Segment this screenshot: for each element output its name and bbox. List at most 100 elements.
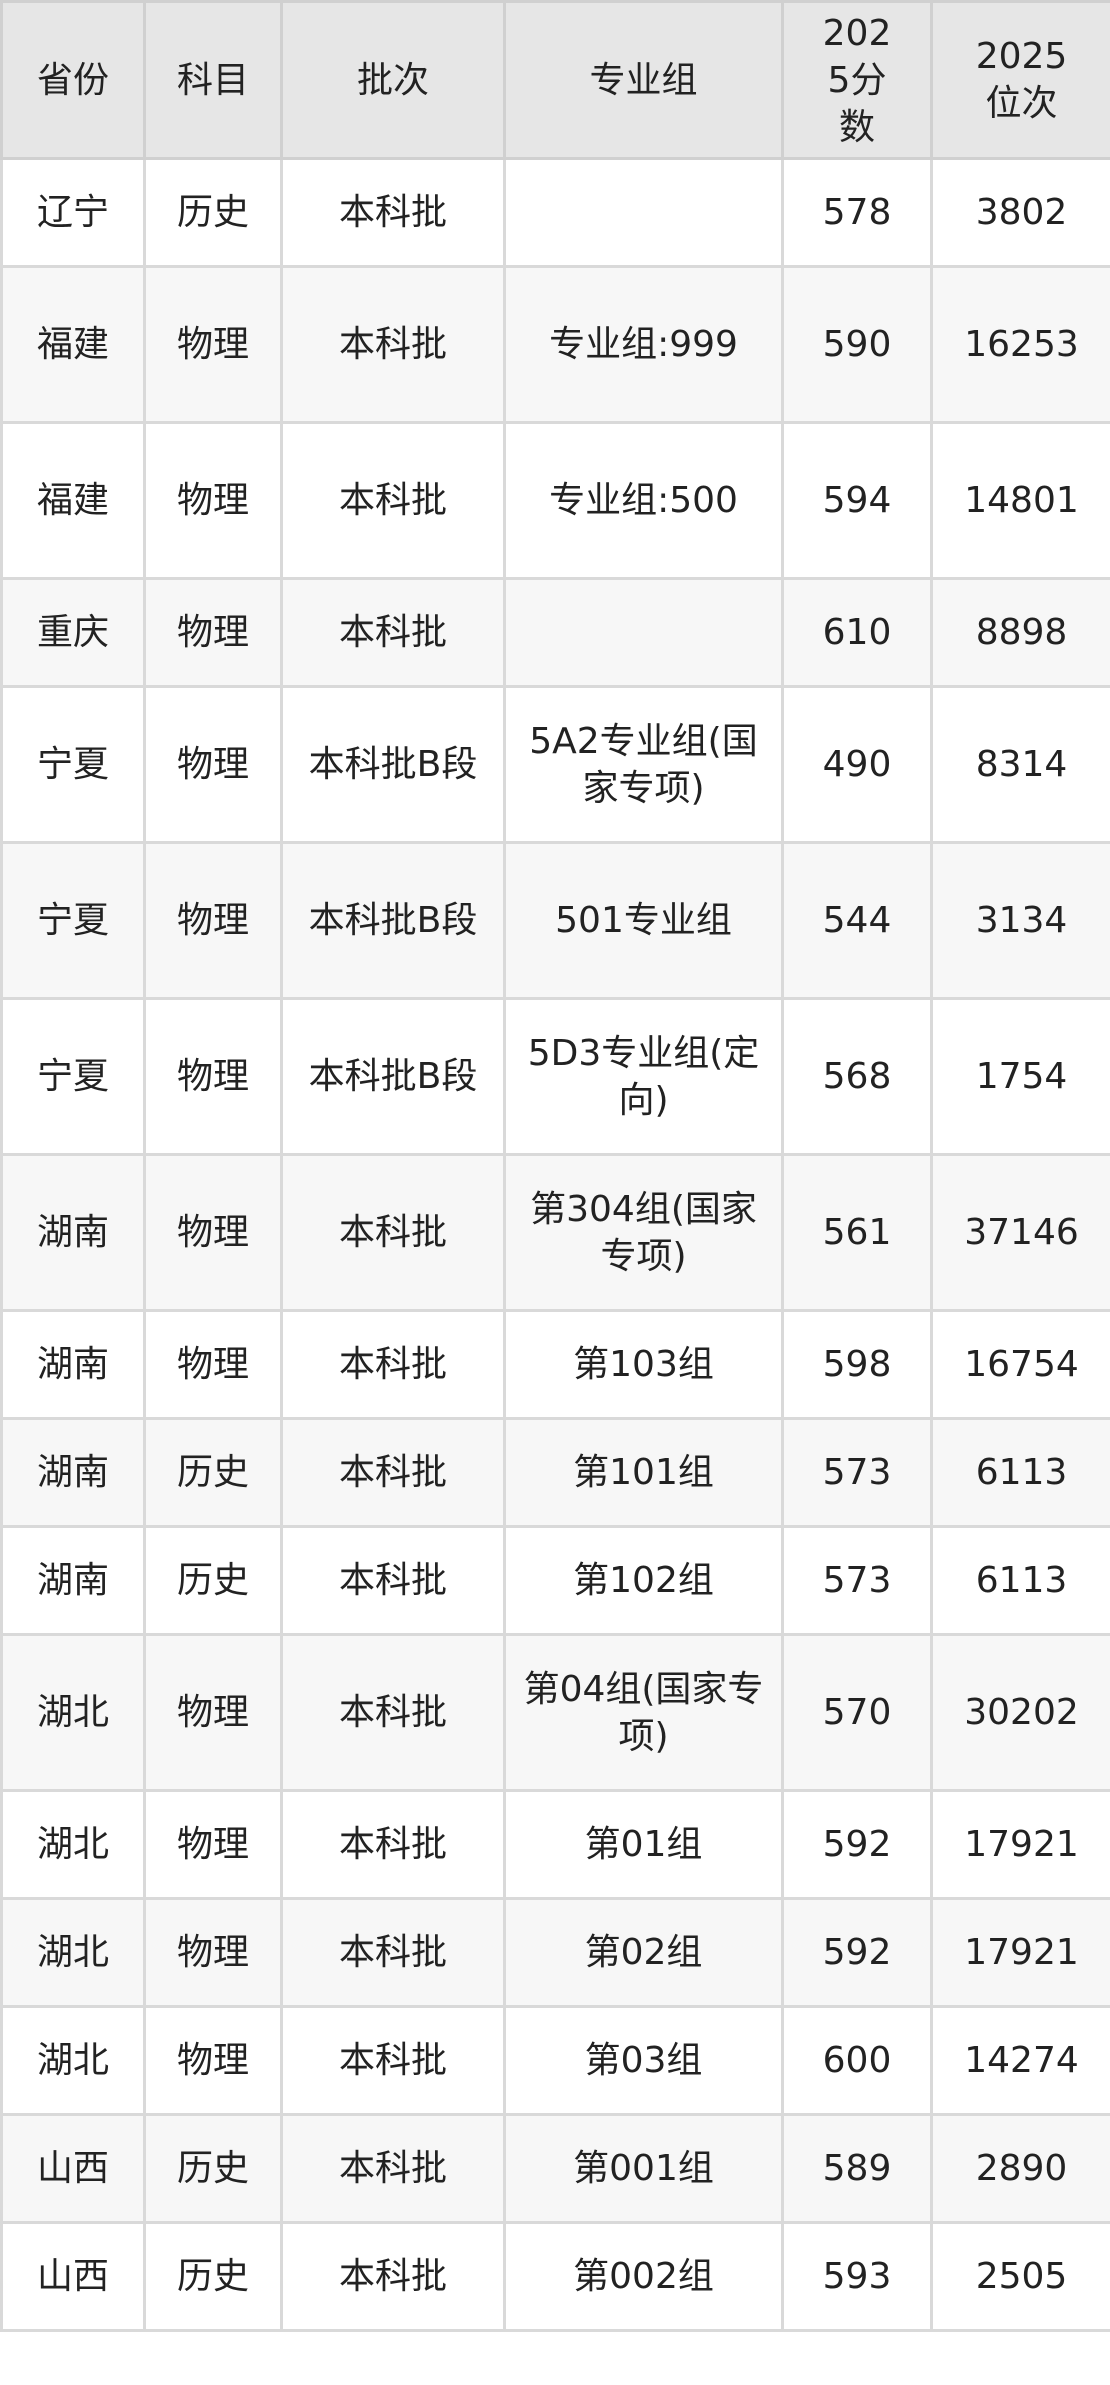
- cell-rank: 16754: [930, 1309, 1110, 1420]
- cell-rank: 30202: [930, 1633, 1110, 1792]
- cell-subject: 历史: [143, 2221, 283, 2332]
- cell-batch: 本科批: [280, 1789, 506, 1900]
- cell-score: 573: [781, 1525, 933, 1636]
- cell-batch: 本科批B段: [280, 685, 506, 844]
- cell-province: 湖北: [0, 1633, 146, 1792]
- cell-score: 578: [781, 157, 933, 268]
- cell-rank: 2505: [930, 2221, 1110, 2332]
- cell-rank: 16253: [930, 265, 1110, 424]
- cell-major-group: 专业组:999: [503, 265, 784, 424]
- score-table: 省份 科目 批次 专业组 2025分数 2025位次 辽宁 历史 本科批 578 380…: [0, 0, 1110, 2332]
- cell-province: 湖南: [0, 1309, 146, 1420]
- cell-major-group: 第04组(国家专项): [503, 1633, 784, 1792]
- cell-batch: 本科批: [280, 1417, 506, 1528]
- cell-province: 湖南: [0, 1153, 146, 1312]
- cell-batch: 本科批: [280, 2221, 506, 2332]
- table-row: 山西 历史 本科批 第002组 593 2505: [0, 2221, 1110, 2332]
- cell-batch: 本科批: [280, 1897, 506, 2008]
- cell-province: 湖南: [0, 1525, 146, 1636]
- cell-batch: 本科批: [280, 265, 506, 424]
- cell-major-group: 5D3专业组(定向): [503, 997, 784, 1156]
- cell-major-group: 第103组: [503, 1309, 784, 1420]
- cell-batch: 本科批: [280, 2005, 506, 2116]
- cell-rank: 3134: [930, 841, 1110, 1000]
- cell-subject: 历史: [143, 1417, 283, 1528]
- cell-score: 598: [781, 1309, 933, 1420]
- table-row: 重庆 物理 本科批 610 8898: [0, 577, 1110, 688]
- cell-province: 宁夏: [0, 685, 146, 844]
- cell-major-group: 第002组: [503, 2221, 784, 2332]
- cell-rank: 37146: [930, 1153, 1110, 1312]
- cell-batch: 本科批B段: [280, 997, 506, 1156]
- cell-major-group: [503, 157, 784, 268]
- cell-province: 宁夏: [0, 841, 146, 1000]
- cell-province: 山西: [0, 2113, 146, 2224]
- cell-score: 600: [781, 2005, 933, 2116]
- cell-score: 592: [781, 1897, 933, 2008]
- cell-score: 593: [781, 2221, 933, 2332]
- cell-province: 重庆: [0, 577, 146, 688]
- table-row: 湖北 物理 本科批 第04组(国家专项) 570 30202: [0, 1633, 1110, 1792]
- cell-subject: 物理: [143, 841, 283, 1000]
- table-row: 湖南 物理 本科批 第103组 598 16754: [0, 1309, 1110, 1420]
- cell-score: 610: [781, 577, 933, 688]
- cell-rank: 6113: [930, 1417, 1110, 1528]
- cell-subject: 物理: [143, 1309, 283, 1420]
- cell-subject: 物理: [143, 685, 283, 844]
- table-row: 福建 物理 本科批 专业组:500 594 14801: [0, 421, 1110, 580]
- cell-rank: 8314: [930, 685, 1110, 844]
- header-province: 省份: [0, 0, 146, 160]
- header-subject: 科目: [143, 0, 283, 160]
- cell-batch: 本科批B段: [280, 841, 506, 1000]
- cell-rank: 6113: [930, 1525, 1110, 1636]
- cell-province: 福建: [0, 265, 146, 424]
- cell-subject: 历史: [143, 157, 283, 268]
- table-header-row: 省份 科目 批次 专业组 2025分数 2025位次: [0, 0, 1110, 160]
- cell-major-group: 5A2专业组(国家专项): [503, 685, 784, 844]
- cell-score: 568: [781, 997, 933, 1156]
- cell-subject: 物理: [143, 1789, 283, 1900]
- table-row: 辽宁 历史 本科批 578 3802: [0, 157, 1110, 268]
- header-batch: 批次: [280, 0, 506, 160]
- cell-major-group: 专业组:500: [503, 421, 784, 580]
- cell-major-group: [503, 577, 784, 688]
- cell-score: 544: [781, 841, 933, 1000]
- cell-major-group: 第102组: [503, 1525, 784, 1636]
- cell-rank: 2890: [930, 2113, 1110, 2224]
- table-row: 湖北 物理 本科批 第02组 592 17921: [0, 1897, 1110, 2008]
- cell-province: 山西: [0, 2221, 146, 2332]
- cell-score: 573: [781, 1417, 933, 1528]
- cell-batch: 本科批: [280, 577, 506, 688]
- cell-province: 福建: [0, 421, 146, 580]
- cell-batch: 本科批: [280, 421, 506, 580]
- header-major-group: 专业组: [503, 0, 784, 160]
- table-row: 福建 物理 本科批 专业组:999 590 16253: [0, 265, 1110, 424]
- cell-major-group: 第001组: [503, 2113, 784, 2224]
- cell-subject: 历史: [143, 1525, 283, 1636]
- cell-major-group: 第101组: [503, 1417, 784, 1528]
- header-score: 2025分数: [781, 0, 933, 160]
- cell-batch: 本科批: [280, 157, 506, 268]
- cell-major-group: 第03组: [503, 2005, 784, 2116]
- cell-subject: 物理: [143, 265, 283, 424]
- cell-score: 594: [781, 421, 933, 580]
- table-row: 湖南 历史 本科批 第102组 573 6113: [0, 1525, 1110, 1636]
- table-row: 湖南 历史 本科批 第101组 573 6113: [0, 1417, 1110, 1528]
- cell-subject: 物理: [143, 1633, 283, 1792]
- cell-batch: 本科批: [280, 1153, 506, 1312]
- cell-rank: 1754: [930, 997, 1110, 1156]
- cell-rank: 14801: [930, 421, 1110, 580]
- cell-province: 辽宁: [0, 157, 146, 268]
- cell-subject: 物理: [143, 997, 283, 1156]
- cell-score: 570: [781, 1633, 933, 1792]
- cell-score: 589: [781, 2113, 933, 2224]
- cell-major-group: 第01组: [503, 1789, 784, 1900]
- cell-major-group: 第304组(国家专项): [503, 1153, 784, 1312]
- cell-province: 宁夏: [0, 997, 146, 1156]
- cell-batch: 本科批: [280, 2113, 506, 2224]
- cell-subject: 物理: [143, 2005, 283, 2116]
- cell-rank: 14274: [930, 2005, 1110, 2116]
- cell-score: 592: [781, 1789, 933, 1900]
- cell-rank: 8898: [930, 577, 1110, 688]
- table-row: 宁夏 物理 本科批B段 501专业组 544 3134: [0, 841, 1110, 1000]
